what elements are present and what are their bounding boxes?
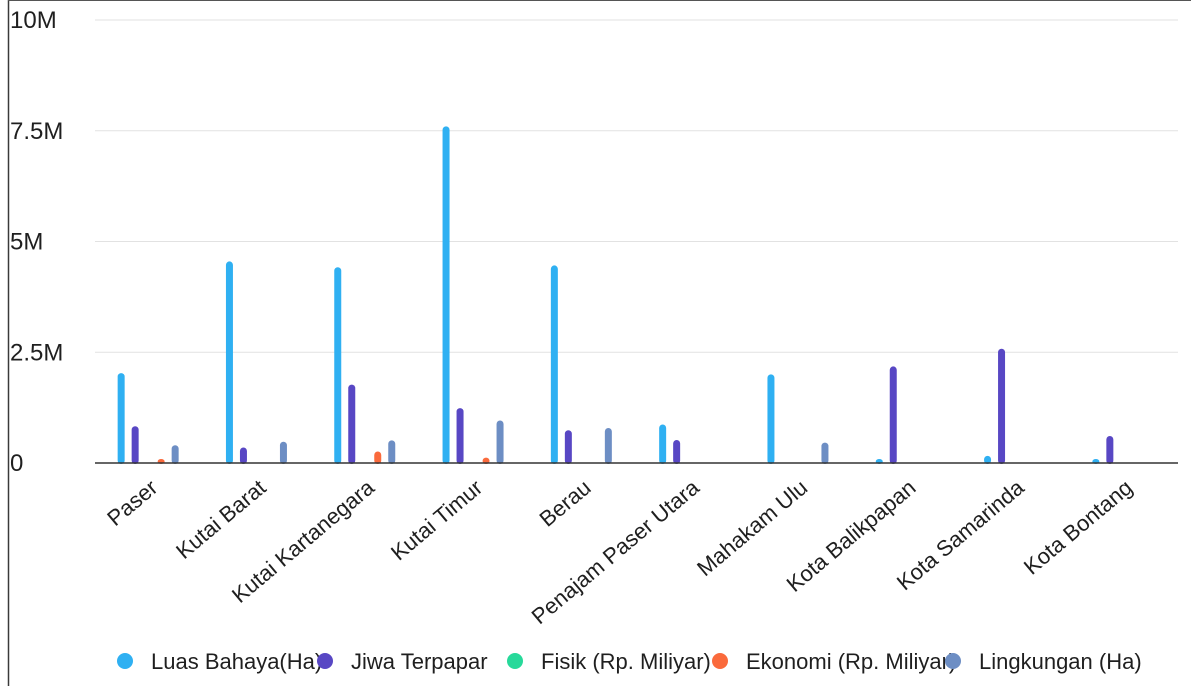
legend-label[interactable]: Lingkungan (Ha): [979, 649, 1142, 674]
bar: [767, 374, 775, 464]
bar: [659, 424, 667, 464]
category-label: Kutai Timur: [386, 475, 487, 566]
bar: [388, 440, 396, 464]
bar: [889, 366, 897, 464]
legend-label[interactable]: Luas Bahaya(Ha): [151, 649, 322, 674]
bars: [117, 126, 1114, 464]
bar: [496, 420, 504, 464]
legend-marker[interactable]: [117, 653, 133, 669]
bar: [456, 408, 464, 464]
category-label: Paser: [102, 475, 162, 531]
bar: [279, 441, 287, 464]
gridlines: [95, 19, 1178, 353]
legend[interactable]: Luas Bahaya(Ha) Jiwa Terpapar Fisik (Rp. M…: [117, 649, 1142, 674]
bar: [131, 426, 139, 464]
legend-label[interactable]: Fisik (Rp. Miliyar): [541, 649, 711, 674]
y-tick-label: 5M: [10, 229, 43, 256]
bar: [442, 126, 450, 464]
bar: [1106, 435, 1114, 464]
bar: [564, 430, 572, 464]
y-tick-labels: 0 2.5M 5M 7.5M 10M: [10, 7, 63, 477]
bar: [673, 439, 681, 464]
bar: [998, 348, 1006, 464]
category-label: Kota Bontang: [1019, 475, 1137, 580]
legend-marker[interactable]: [507, 653, 523, 669]
bar: [984, 455, 992, 464]
category-label: Berau: [535, 475, 596, 532]
bar: [334, 267, 342, 464]
y-tick-label: 0: [10, 450, 23, 477]
bar: [821, 442, 829, 464]
bar: [225, 261, 233, 464]
legend-label[interactable]: Jiwa Terpapar: [351, 649, 488, 674]
bar: [550, 265, 558, 464]
category-label: Mahakam Ulu: [692, 475, 812, 581]
bar: [171, 445, 179, 464]
bar: [348, 384, 356, 464]
y-tick-label: 7.5M: [10, 118, 63, 145]
y-tick-label: 2.5M: [10, 339, 63, 366]
legend-marker[interactable]: [712, 653, 728, 669]
category-label: Kutai Barat: [171, 475, 270, 564]
legend-marker[interactable]: [945, 653, 961, 669]
legend-marker[interactable]: [317, 653, 333, 669]
bar: [374, 451, 382, 464]
bar: [117, 373, 125, 464]
legend-label[interactable]: Ekonomi (Rp. Miliyar): [746, 649, 956, 674]
bar: [604, 428, 612, 464]
y-tick-label: 10M: [10, 7, 57, 34]
bar: [239, 447, 247, 464]
